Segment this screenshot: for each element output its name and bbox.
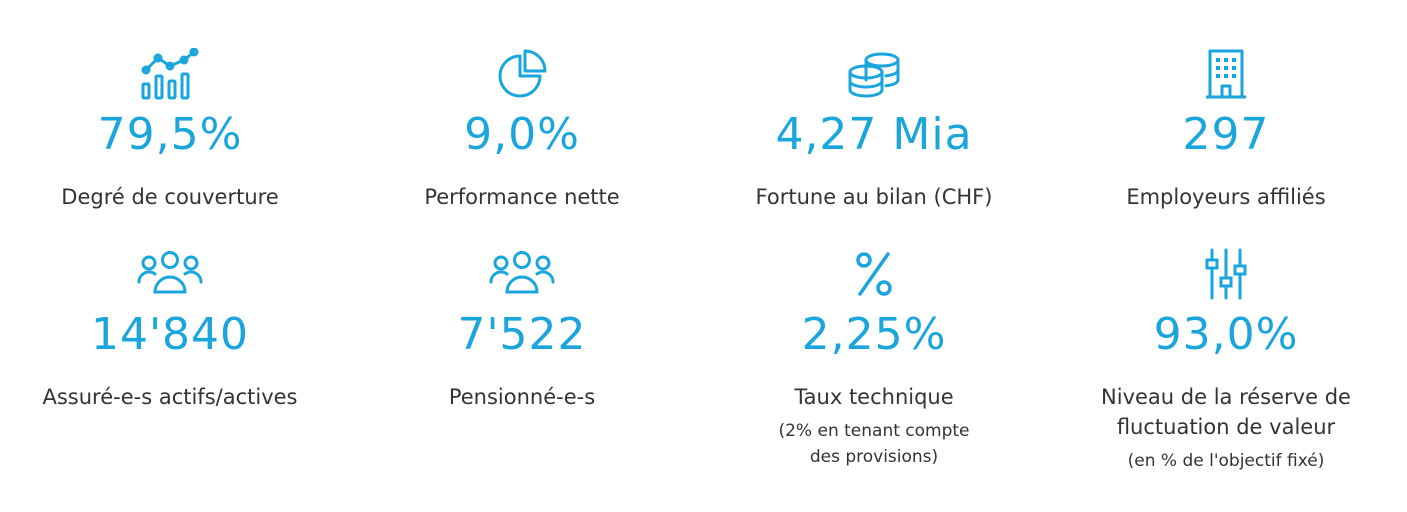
stat-label: Performance nette	[424, 185, 620, 209]
stat-value: 14'840	[90, 309, 250, 360]
stat-note-line: des provisions)	[809, 447, 939, 467]
stat-label: Fortune au bilan (CHF)	[755, 185, 993, 209]
stat-value: 93,0%	[1153, 309, 1299, 360]
stat-label: Taux technique	[794, 385, 954, 409]
bar-line-chart-icon	[140, 48, 200, 100]
stat-label: Assuré-e-s actifs/actives	[42, 385, 298, 409]
people-group-icon	[137, 248, 203, 300]
stat-label-line: Niveau de la réserve de	[1101, 385, 1351, 409]
stat-note: (2% en tenant compte des provisions)	[704, 418, 1044, 470]
stat-label: Degré de couverture	[61, 185, 279, 209]
pie-chart-icon	[496, 48, 548, 100]
stat-value: 9,0%	[464, 109, 580, 160]
stat-value: 4,27 Mia	[775, 109, 973, 160]
people-group-icon	[489, 248, 555, 300]
stat-label: Pensionné-e-s	[448, 385, 596, 409]
stat-value: 2,25%	[801, 309, 947, 360]
stat-value: 297	[1182, 109, 1270, 160]
stat-label: Niveau de la réserve de fluctuation de v…	[1056, 382, 1396, 442]
stat-value: 7'522	[457, 309, 587, 360]
stat-value: 79,5%	[97, 109, 243, 160]
coins-stack-icon	[846, 48, 902, 100]
percent-icon	[854, 248, 894, 300]
stat-label: Employeurs affiliés	[1126, 185, 1326, 209]
stat-note: (en % de l'objectif fixé)	[1127, 451, 1325, 471]
building-icon	[1204, 48, 1248, 100]
stat-label-line: fluctuation de valeur	[1116, 415, 1336, 439]
sliders-icon	[1204, 248, 1248, 300]
stat-note-line: (2% en tenant compte	[778, 421, 970, 441]
